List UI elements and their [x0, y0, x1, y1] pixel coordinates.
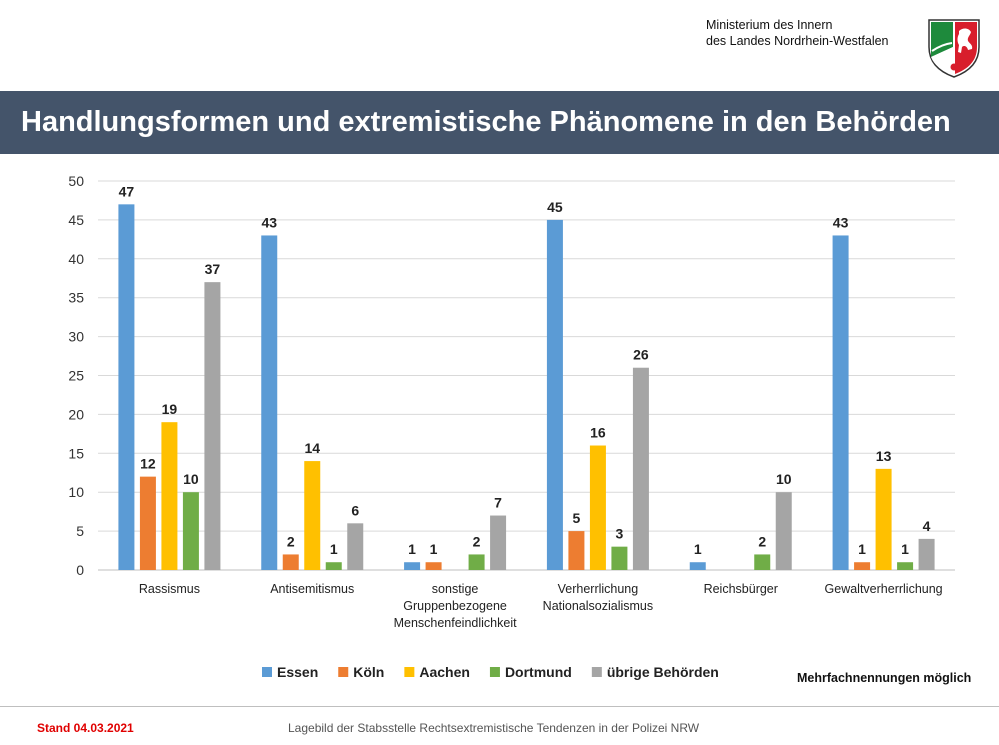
- bar: [282, 554, 299, 570]
- bar: [918, 538, 935, 570]
- bar: [632, 367, 649, 570]
- data-label: 2: [473, 533, 481, 549]
- nrw-coat-of-arms-icon: [928, 19, 980, 78]
- bar: [325, 562, 342, 570]
- bar: [568, 531, 585, 570]
- y-tick-label: 0: [76, 562, 84, 578]
- data-label: 1: [408, 541, 416, 557]
- data-label: 43: [261, 214, 277, 230]
- x-tick-label: Menschenfeindlichkeit: [394, 616, 518, 630]
- data-label: 3: [616, 526, 624, 542]
- data-label: 10: [183, 471, 199, 487]
- bar: [897, 562, 914, 570]
- bar: [204, 282, 221, 570]
- legend-swatch: [404, 667, 415, 677]
- y-tick-label: 45: [68, 212, 84, 228]
- bar: [161, 422, 178, 570]
- data-label: 14: [304, 440, 320, 456]
- legend-label: Dortmund: [505, 664, 572, 680]
- data-label: 37: [205, 261, 221, 277]
- x-tick-label: Verherrlichung: [558, 582, 639, 596]
- bar: [589, 445, 606, 570]
- y-tick-label: 50: [68, 173, 84, 189]
- data-label: 2: [287, 533, 295, 549]
- data-label: 5: [573, 510, 581, 526]
- ministry-line-2: des Landes Nordrhein-Westfalen: [706, 34, 889, 48]
- data-label: 16: [590, 425, 606, 441]
- y-tick-label: 20: [68, 406, 84, 422]
- data-label: 10: [776, 471, 792, 487]
- footer-source: Lagebild der Stabsstelle Rechtsextremist…: [288, 721, 700, 735]
- bar: [854, 562, 871, 570]
- data-label: 45: [547, 199, 563, 215]
- bar: [261, 235, 278, 570]
- bar: [139, 476, 156, 570]
- data-label: 26: [633, 347, 649, 363]
- bar: [775, 492, 792, 570]
- bar: [546, 219, 563, 570]
- x-tick-label: Gewaltverherrlichung: [825, 582, 943, 596]
- legend-label: Köln: [353, 664, 384, 680]
- legend-label: Essen: [277, 664, 318, 680]
- data-label: 12: [140, 456, 156, 472]
- stand-date: Stand 04.03.2021: [37, 721, 134, 735]
- bar: [490, 515, 507, 570]
- bar: [347, 523, 364, 570]
- bar: [404, 562, 421, 570]
- legend-swatch: [489, 667, 500, 677]
- data-label: 1: [694, 541, 702, 557]
- bar-chart: 051015202530354045504712191037Rassismus4…: [68, 173, 955, 680]
- x-tick-label: sonstige: [432, 582, 479, 596]
- legend-label: übrige Behörden: [607, 664, 719, 680]
- data-label: 2: [758, 533, 766, 549]
- title-bar: Handlungsformen und extremistische Phäno…: [0, 91, 999, 154]
- y-tick-label: 25: [68, 368, 84, 384]
- ministry-line-1: Ministerium des Innern: [706, 18, 833, 32]
- data-label: 47: [119, 183, 135, 199]
- bar: [304, 461, 321, 570]
- x-tick-label: Rassismus: [139, 582, 200, 596]
- bar: [425, 562, 442, 570]
- y-tick-label: 40: [68, 251, 84, 267]
- bar: [182, 492, 199, 570]
- data-label: 1: [901, 541, 909, 557]
- data-label: 7: [494, 495, 502, 511]
- data-label: 6: [351, 502, 359, 518]
- bar: [832, 235, 849, 570]
- ministry-name: Ministerium des Innern des Landes Nordrh…: [706, 17, 889, 49]
- multiple-mentions-note: Mehrfachnennungen möglich: [797, 671, 972, 685]
- y-tick-label: 35: [68, 290, 84, 306]
- data-label: 1: [430, 541, 438, 557]
- data-label: 43: [833, 214, 849, 230]
- bar: [689, 562, 706, 570]
- legend-swatch: [338, 667, 349, 677]
- y-tick-label: 10: [68, 484, 84, 500]
- x-tick-label: Nationalsozialismus: [543, 599, 653, 613]
- footer-divider: [0, 706, 999, 707]
- data-label: 4: [923, 518, 931, 534]
- y-tick-label: 30: [68, 329, 84, 345]
- bar: [611, 546, 628, 570]
- bar: [118, 204, 135, 570]
- x-tick-label: Antisemitismus: [270, 582, 354, 596]
- data-label: 19: [162, 401, 178, 417]
- y-tick-label: 15: [68, 445, 84, 461]
- legend-label: Aachen: [419, 664, 470, 680]
- data-label: 1: [858, 541, 866, 557]
- bar: [468, 554, 485, 570]
- legend-swatch: [262, 667, 272, 677]
- bar: [875, 468, 892, 570]
- bar: [754, 554, 771, 570]
- x-tick-label: Reichsbürger: [704, 582, 778, 596]
- page-title: Handlungsformen und extremistische Phäno…: [21, 106, 951, 138]
- data-label: 13: [876, 448, 892, 464]
- y-tick-label: 5: [76, 523, 84, 539]
- legend-swatch: [591, 667, 602, 677]
- x-tick-label: Gruppenbezogene: [403, 599, 507, 613]
- data-label: 1: [330, 541, 338, 557]
